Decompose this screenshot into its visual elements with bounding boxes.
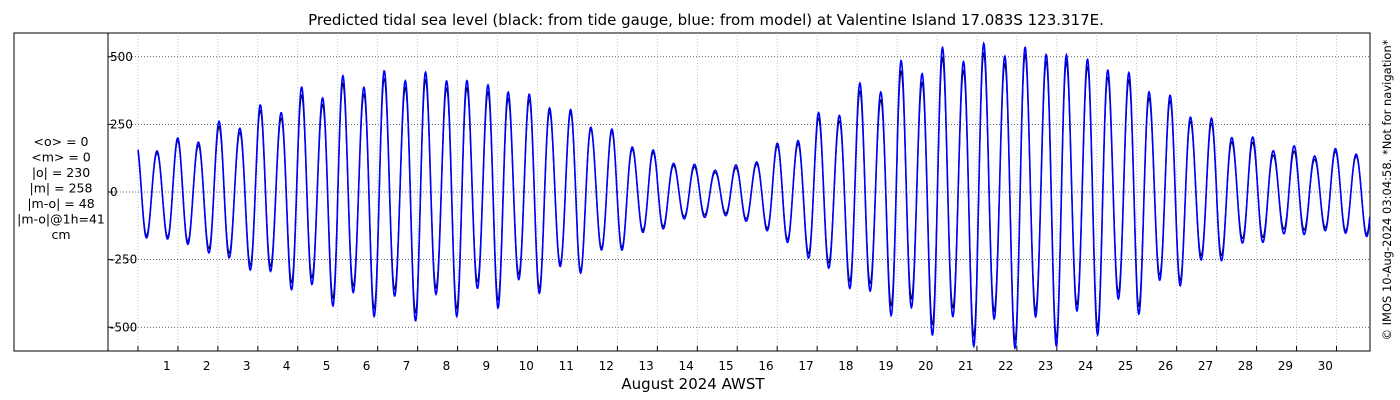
stat-line: |o| = 230 xyxy=(32,165,90,180)
stat-line: <m> = 0 xyxy=(31,150,91,165)
x-tick-label: 8 xyxy=(443,359,451,373)
stat-line: |m-o|@1h=41 xyxy=(17,212,105,227)
y-axis: 500 250 0 -250 -500 xyxy=(107,33,137,351)
series-group xyxy=(137,41,1371,350)
x-tick-label: 4 xyxy=(283,359,291,373)
x-tick-label: 20 xyxy=(918,359,933,373)
x-tick-label: 7 xyxy=(403,359,411,373)
stat-line: <o> = 0 xyxy=(34,134,89,149)
x-tick-label: 28 xyxy=(1238,359,1253,373)
x-tick-label: 10 xyxy=(519,359,534,373)
x-tick-label: 5 xyxy=(323,359,331,373)
x-tick-label: 23 xyxy=(1038,359,1053,373)
x-tick-label: 14 xyxy=(678,359,693,373)
x-tick-label: 25 xyxy=(1118,359,1133,373)
x-tick-label: 1 xyxy=(163,359,171,373)
x-tick-label: 27 xyxy=(1198,359,1213,373)
x-tick-label: 17 xyxy=(798,359,813,373)
x-axis: 1 2 3 4 5 6 7 8 9 10 11 12 13 14 15 16 17 18 19 20 21 22 23 24 2… xyxy=(137,346,1337,373)
x-axis-label: August 2024 AWST xyxy=(621,375,765,393)
y-tick-label: 500 xyxy=(110,50,133,64)
x-tick-label: 18 xyxy=(838,359,853,373)
plot-area xyxy=(13,32,1371,352)
x-tick-label: 6 xyxy=(363,359,371,373)
stats-box: <o> = 0<m> = 0|o| = 230|m| = 258|m-o| = … xyxy=(17,134,105,242)
x-tick-label: 13 xyxy=(639,359,654,373)
stat-line: cm xyxy=(51,227,70,242)
x-tick-label: 2 xyxy=(203,359,211,373)
chart-title: Predicted tidal sea level (black: from t… xyxy=(308,11,1104,29)
x-tick-label: 11 xyxy=(559,359,574,373)
x-tick-label: 30 xyxy=(1318,359,1333,373)
y-tick-label: 0 xyxy=(110,185,118,199)
x-tick-label: 26 xyxy=(1158,359,1173,373)
stat-line: |m-o| = 48 xyxy=(27,196,94,211)
x-tick-label: 24 xyxy=(1078,359,1093,373)
x-tick-label: 12 xyxy=(599,359,614,373)
series-line-model xyxy=(137,41,1371,350)
x-tick-label: 15 xyxy=(718,359,733,373)
stat-line: |m| = 258 xyxy=(30,181,93,196)
x-tick-label: 22 xyxy=(998,359,1013,373)
x-tick-label: 21 xyxy=(958,359,973,373)
copyright-note: © IMOS 10-Aug-2024 03:04:58. *Not for na… xyxy=(1380,39,1394,340)
y-tick-label: -250 xyxy=(110,253,137,267)
x-tick-label: 9 xyxy=(483,359,491,373)
y-tick-label: 250 xyxy=(110,117,133,131)
x-tick-label: 16 xyxy=(758,359,773,373)
x-tick-label: 3 xyxy=(243,359,251,373)
x-tick-label: 29 xyxy=(1278,359,1293,373)
x-tick-label: 19 xyxy=(878,359,893,373)
y-tick-label: -500 xyxy=(110,320,137,334)
